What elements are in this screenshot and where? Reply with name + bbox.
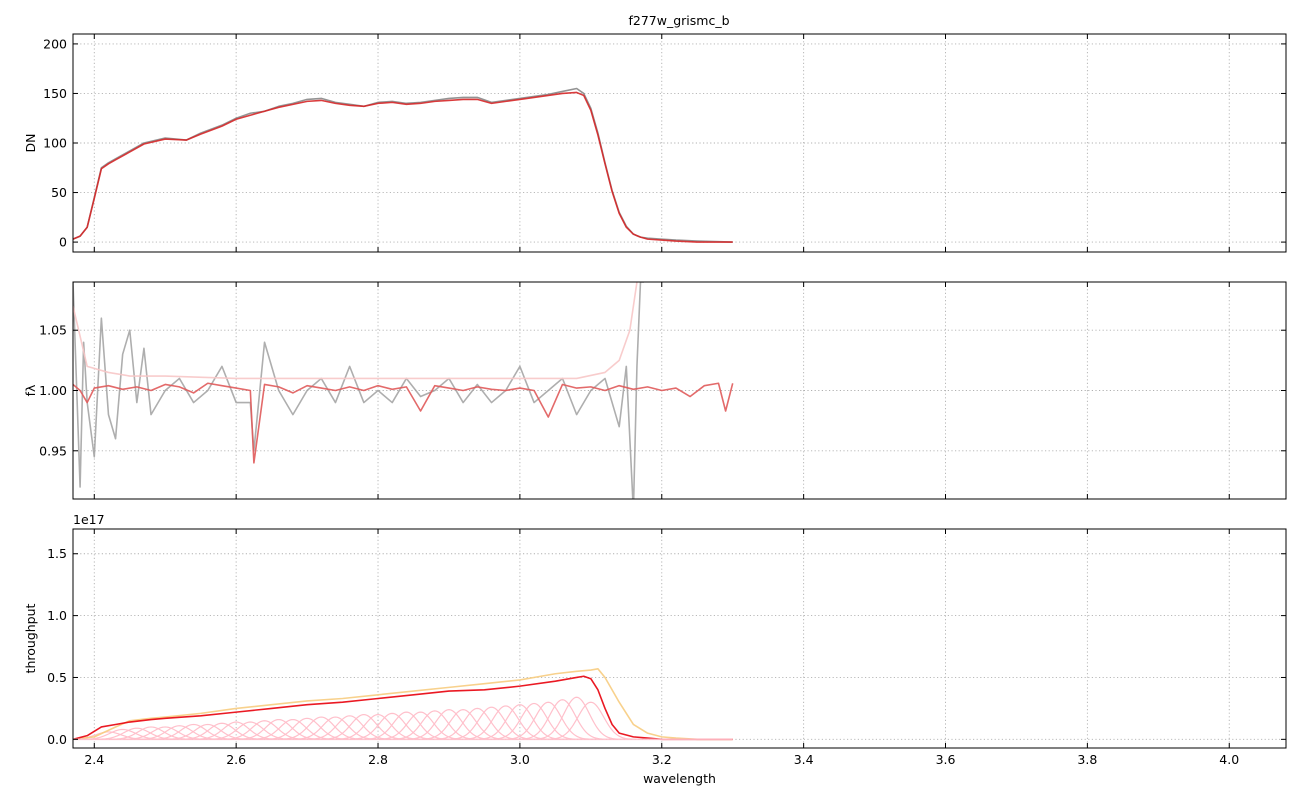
series-line-0	[73, 282, 645, 499]
y-tick-label: 1.0	[47, 608, 67, 623]
throughput-trace-component	[493, 702, 575, 740]
y-tick-label: 0.0	[47, 732, 67, 747]
x-tick-label: 3.0	[510, 752, 530, 767]
throughput-trace-component	[322, 713, 405, 740]
throughput-trace-component	[408, 709, 490, 740]
throughput-trace-component	[450, 706, 533, 740]
throughput-trace-component	[535, 696, 618, 740]
y-axis-label: throughput	[23, 603, 38, 673]
y-tick-label: 50	[51, 185, 67, 200]
x-tick-label: 2.8	[368, 752, 388, 767]
x-tick-label: 3.4	[794, 752, 814, 767]
x-tick-label: 3.6	[936, 752, 956, 767]
throughput-trace-component	[436, 707, 519, 740]
series-line-0	[73, 668, 733, 741]
y-tick-label: 100	[43, 136, 67, 151]
y-tick-label: 150	[43, 86, 67, 101]
x-tick-label: 3.2	[652, 752, 672, 767]
series-line-1	[73, 382, 734, 464]
x-tick-label: 2.6	[226, 752, 246, 767]
offset-text: 1e17	[73, 512, 105, 527]
chart-title: f277w_grismc_b	[628, 13, 729, 28]
axes-frame	[72, 528, 1287, 749]
throughput-trace-component	[507, 701, 590, 740]
x-tick-label: 2.4	[84, 752, 104, 767]
x-tick-label: 4.0	[1219, 752, 1239, 767]
y-tick-label: 1.5	[47, 546, 67, 561]
y-axis-label: DN	[23, 134, 38, 153]
y-tick-label: 200	[43, 36, 67, 51]
throughput-trace-component	[379, 711, 462, 740]
plot-area	[73, 668, 733, 741]
x-tick-label: 3.8	[1077, 752, 1097, 767]
x-axis-label: wavelength	[643, 771, 716, 786]
y-tick-label: 1.00	[39, 383, 67, 398]
y-axis-label: fλ	[23, 384, 38, 396]
throughput-trace-component	[549, 701, 632, 740]
series-line-1	[73, 675, 733, 741]
throughput-trace-component	[393, 710, 476, 740]
panel-throughput: 0.0 0.5 1.0 1.5 2.4 2.6 2.8 3.0 3.2 3.4 3.6 3.8 4.0 t…	[23, 512, 1287, 786]
plot-area	[73, 87, 733, 243]
y-tick-label: 0.5	[47, 670, 67, 685]
plot-area	[73, 282, 734, 499]
series-line-0	[73, 87, 733, 243]
series-line-1	[73, 91, 733, 243]
throughput-trace-component	[521, 699, 604, 740]
y-tick-label: 1.05	[39, 323, 67, 338]
throughput-trace-component	[365, 711, 448, 740]
panel-flux-ratio: 0.95 1.00 1.05 fλ	[23, 281, 1287, 500]
panel-dn: 0 50 100 150 200 DN	[23, 33, 1287, 253]
y-tick-label: 0.95	[39, 443, 67, 458]
series-line-2	[73, 282, 638, 380]
y-tick-label: 0	[59, 235, 67, 250]
axes-frame	[72, 33, 1287, 253]
